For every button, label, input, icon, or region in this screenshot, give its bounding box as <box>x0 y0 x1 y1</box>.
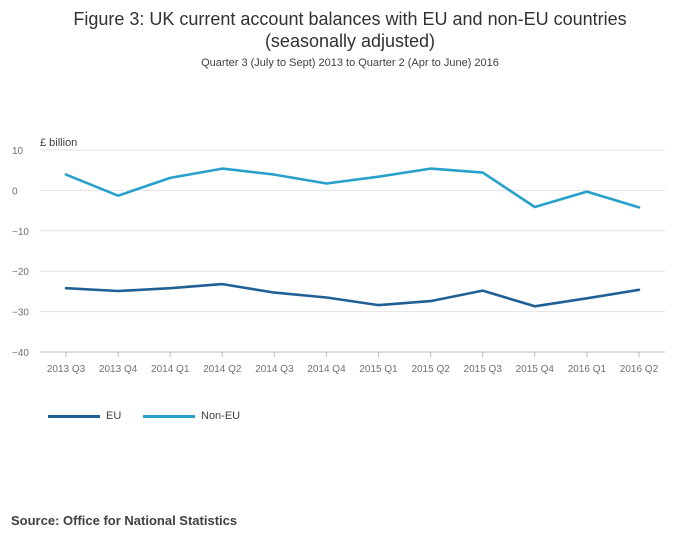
x-tick-label: 2015 Q2 <box>411 364 450 375</box>
legend-swatch-eu <box>48 414 100 418</box>
x-tick-label: 2013 Q3 <box>47 364 86 375</box>
chart-title: Figure 3: UK current account balances wi… <box>0 8 700 52</box>
y-tick-label: 10 <box>12 146 24 157</box>
y-tick-label: −10 <box>12 227 29 238</box>
x-tick-label: 2015 Q4 <box>516 364 555 375</box>
series-line-non-eu <box>64 167 641 209</box>
x-tick-label: 2014 Q3 <box>255 364 294 375</box>
x-tick-label: 2014 Q1 <box>151 364 190 375</box>
y-tick-label: −20 <box>12 267 29 278</box>
x-tick-label: 2016 Q2 <box>620 364 659 375</box>
x-tick-label: 2016 Q1 <box>568 364 607 375</box>
x-tick-label: 2014 Q2 <box>203 364 242 375</box>
legend-label-eu: EU <box>106 410 122 422</box>
y-tick-label: 0 <box>12 186 18 197</box>
y-axis-label: £ billion <box>40 137 77 149</box>
x-tick-label: 2014 Q4 <box>307 364 346 375</box>
x-tick-label: 2015 Q1 <box>359 364 398 375</box>
legend-label-non-eu: Non-EU <box>201 410 241 422</box>
x-tick-label: 2013 Q4 <box>99 364 138 375</box>
legend-item-eu: EU <box>48 409 121 423</box>
x-tick-label: 2015 Q3 <box>464 364 503 375</box>
chart-title-line-2: (seasonally adjusted) <box>264 31 436 51</box>
y-tick-label: −30 <box>12 308 29 319</box>
chart-subtitle: Quarter 3 (July to Sept) 2013 to Quarter… <box>201 57 499 69</box>
chart-title-line-1: Figure 3: UK current account balances wi… <box>73 9 627 29</box>
y-tick-label: −40 <box>12 348 29 359</box>
legend-swatch-non-eu <box>143 414 195 418</box>
legend-item-non-eu: Non-EU <box>143 409 240 423</box>
series-line-eu <box>64 282 641 308</box>
source-note: Source: Office for National Statistics <box>11 513 238 528</box>
